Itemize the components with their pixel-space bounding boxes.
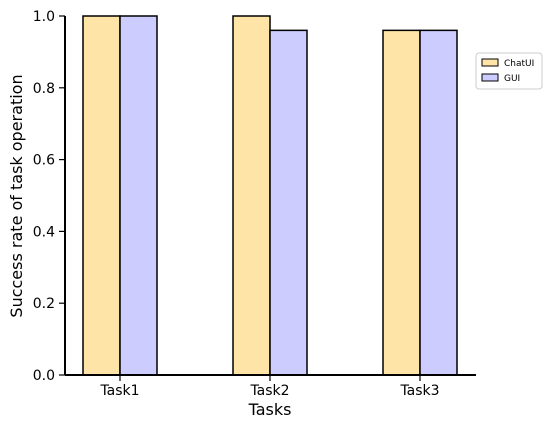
- legend-label-gui: GUI: [504, 74, 520, 84]
- y-tick-label: 0.8: [33, 81, 55, 97]
- x-tick-label: Task3: [399, 383, 439, 399]
- bar-gui-task3: [419, 29, 458, 376]
- y-tick-label: 1.0: [33, 9, 55, 25]
- x-axis-label: Tasks: [248, 400, 292, 419]
- legend-swatch-chatui: [481, 58, 499, 67]
- legend-swatch-gui: [481, 73, 499, 82]
- bar-chatui-task2: [232, 15, 271, 376]
- y-tick-label: 0.2: [33, 296, 55, 312]
- bar-chatui-task3: [382, 29, 421, 376]
- y-tick-label: 0.6: [33, 153, 55, 169]
- x-tick-label: Task2: [249, 383, 289, 399]
- legend: ChatUI GUI: [475, 52, 543, 90]
- x-tick-label: Task1: [99, 383, 139, 399]
- y-ticks-group: 0.0 0.2 0.4 0.6 0.8 1.0: [33, 9, 65, 384]
- bar-gui-task2: [269, 29, 308, 376]
- y-tick-label: 0.4: [33, 224, 55, 240]
- bar-gui-task1: [119, 15, 158, 376]
- legend-label-chatui: ChatUI: [504, 59, 534, 69]
- x-ticks-group: Task1 Task2 Task3: [99, 375, 440, 399]
- y-tick-label: 0.0: [33, 368, 55, 384]
- y-axis-label: Success rate of task operation: [7, 74, 26, 317]
- bars-group: [82, 15, 458, 376]
- bar-chatui-task1: [82, 15, 121, 376]
